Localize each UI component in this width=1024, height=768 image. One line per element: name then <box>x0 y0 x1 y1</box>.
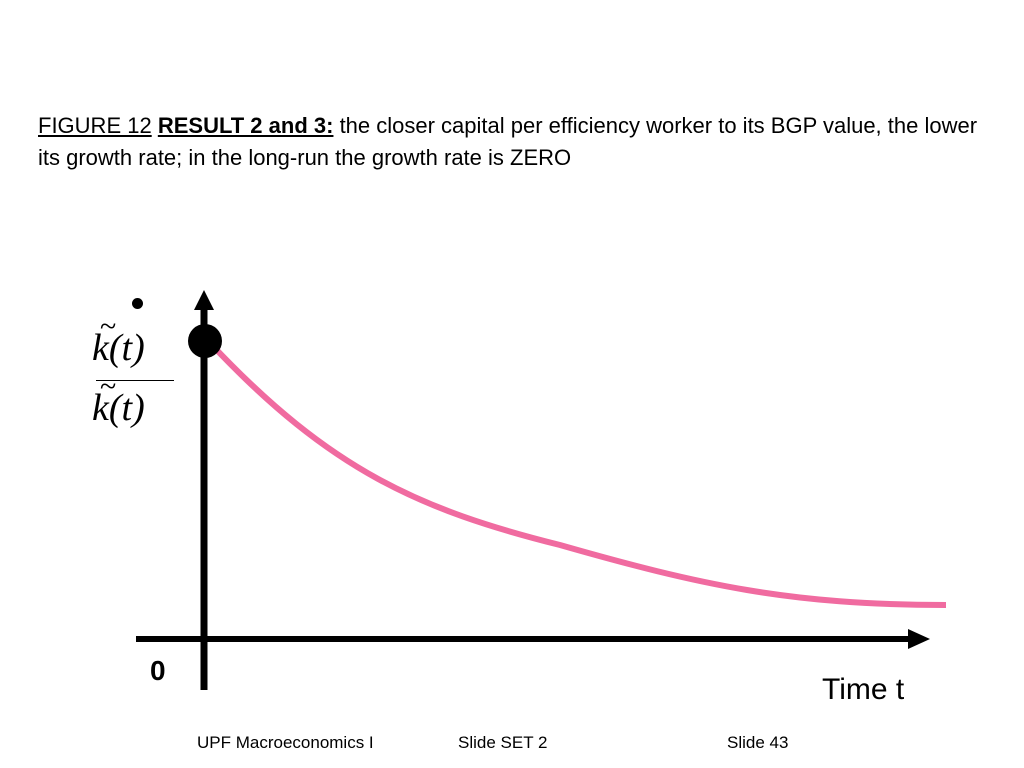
y-axis-arrowhead <box>194 290 214 310</box>
footer-slide-number: Slide 43 <box>727 733 789 752</box>
footer-course: UPF Macroeconomics I <box>197 733 374 752</box>
title-text: the closer capital per efficiency worker… <box>38 113 978 170</box>
figure-label: FIGURE 12 <box>38 113 152 138</box>
result-label: RESULT 2 and 3: <box>157 113 334 138</box>
numerator-tilde: ~ <box>100 310 117 343</box>
x-axis-label: Time t <box>822 673 905 706</box>
denominator-tilde: ~ <box>100 370 117 403</box>
fraction-bar <box>96 380 174 381</box>
y-axis-label: ~ k(t) ~ k(t) <box>92 290 182 450</box>
y-label-numerator: k(t) <box>92 327 145 369</box>
origin-label: 0 <box>150 655 166 686</box>
x-axis-arrowhead <box>908 629 930 649</box>
footer-slide-set: Slide SET 2 <box>458 733 548 752</box>
y-label-denominator: k(t) <box>92 387 145 429</box>
initial-point-marker <box>188 324 222 358</box>
slide-title: FIGURE 12 RESULT 2 and 3: the closer cap… <box>38 110 978 174</box>
growth-rate-curve <box>209 342 947 608</box>
time-derivative-dot <box>132 298 143 309</box>
